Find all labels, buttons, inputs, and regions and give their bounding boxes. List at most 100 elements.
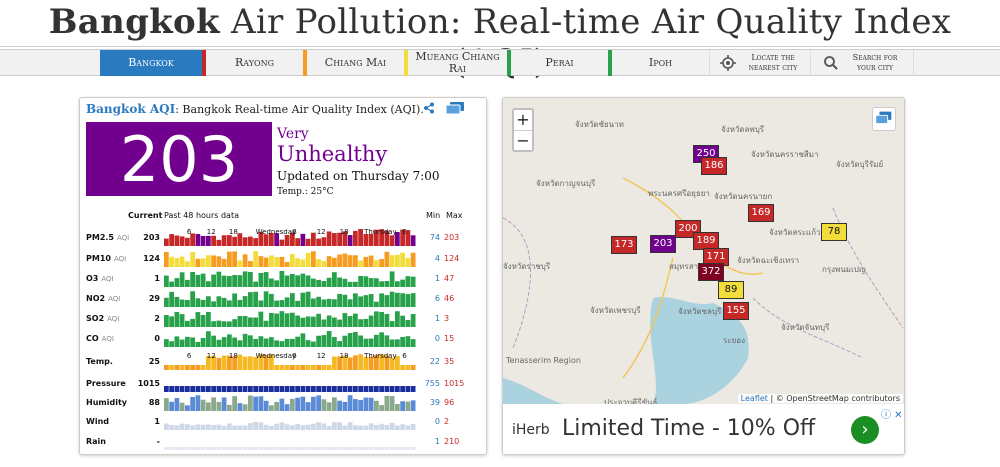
aqi-map-marker[interactable]: 186 bbox=[701, 157, 727, 175]
sparkline-bar bbox=[342, 278, 348, 287]
aqi-map-marker[interactable]: 203 bbox=[650, 235, 676, 253]
sparkline-bar bbox=[368, 315, 374, 327]
sparkline-bar bbox=[311, 447, 316, 450]
sparkline-bar bbox=[311, 298, 316, 307]
sparkline-bar bbox=[405, 294, 411, 307]
sparkline-bar bbox=[400, 279, 405, 287]
sparkline-bar bbox=[321, 335, 327, 347]
sparkline-bar bbox=[405, 401, 411, 411]
layers-icon[interactable] bbox=[872, 107, 896, 131]
sparkline-bar bbox=[195, 312, 201, 327]
share-icon[interactable] bbox=[423, 102, 435, 114]
sparkline-bar bbox=[169, 316, 174, 327]
sparkline-bar bbox=[400, 293, 405, 307]
sparkline-bar bbox=[284, 275, 290, 287]
col-min: Min bbox=[426, 211, 441, 220]
page-title-rest: Air Pollution: Real-time Air Quality Ind… bbox=[230, 2, 952, 82]
sparkline-bar bbox=[232, 396, 237, 411]
sparkline-bar bbox=[221, 297, 227, 307]
sparkline-bar bbox=[274, 447, 279, 450]
sparkline-bar bbox=[300, 396, 306, 411]
sparkline-bar bbox=[342, 294, 348, 307]
aqi-map-marker[interactable]: 372 bbox=[698, 263, 724, 281]
sparkline-bar bbox=[164, 447, 169, 450]
map-place-label: ประจวบคีรีขันธ์ bbox=[604, 398, 658, 407]
sparkline-bar bbox=[316, 395, 321, 411]
sparkline-bar bbox=[269, 233, 274, 246]
sparkline-bar bbox=[253, 357, 258, 370]
aqi-map-marker[interactable]: 78 bbox=[821, 223, 847, 241]
sparkline-bar bbox=[337, 232, 342, 246]
locate-nearest-city-button[interactable]: Locate the nearest city bbox=[710, 50, 811, 76]
sparkline-bar bbox=[358, 319, 363, 327]
nav-item-rayong[interactable]: Rayong bbox=[206, 50, 307, 76]
sparkline-bar bbox=[400, 424, 405, 430]
sparkline-bar bbox=[242, 447, 248, 450]
sparkline-bar bbox=[347, 281, 353, 287]
sparkline-bar bbox=[400, 229, 405, 246]
aqi-map-marker[interactable]: 89 bbox=[718, 281, 744, 299]
sparkline-bar bbox=[332, 317, 337, 327]
sparkline-bar bbox=[332, 397, 337, 411]
row-unit: AQI bbox=[101, 335, 114, 343]
sparkline-bar bbox=[290, 232, 295, 246]
nav-item-bangkok[interactable]: Bangkok bbox=[100, 50, 206, 76]
sparkline-bar bbox=[400, 252, 405, 267]
sparkline-bar bbox=[332, 356, 337, 370]
ad-go-button[interactable]: › bbox=[851, 416, 879, 444]
sparkline-bar bbox=[342, 335, 348, 347]
sparkline-bar bbox=[347, 357, 353, 370]
zoom-in-button[interactable]: + bbox=[516, 110, 530, 129]
aqi-map-marker[interactable]: 169 bbox=[748, 204, 774, 222]
sparkline-bar bbox=[363, 425, 369, 430]
ad-close-icon[interactable]: ⓘ ✕ bbox=[881, 410, 903, 421]
aqi-map-marker[interactable]: 155 bbox=[723, 302, 749, 320]
map-place-label: จังหวัดนครนายก bbox=[714, 192, 773, 201]
sparkline-bar bbox=[258, 256, 264, 267]
row-so2: SO2 AQI 2 1 3 bbox=[86, 309, 480, 329]
sparkline-bar bbox=[269, 386, 274, 392]
sparkline-bar bbox=[295, 275, 300, 287]
map[interactable]: + − จังหวัดชัยนาท จังหวัดลพบุรี จังหวัดนคร… bbox=[503, 98, 904, 407]
sparkline-bar bbox=[248, 292, 253, 307]
search-city-button[interactable]: Search for your city bbox=[811, 50, 914, 76]
sparkline-bar bbox=[347, 299, 353, 307]
time-axis-label: 6 bbox=[187, 229, 192, 236]
sparkline-bar bbox=[347, 447, 353, 450]
sparkline-bar bbox=[321, 261, 327, 267]
sparkline-bar bbox=[248, 271, 253, 287]
sparkline-bar bbox=[284, 338, 290, 347]
nav-item-perai[interactable]: Perai bbox=[511, 50, 612, 76]
sparkline-bar bbox=[200, 399, 206, 411]
nav-item-mueang-chiang-rai[interactable]: Mueang Chiang Rai bbox=[408, 50, 511, 76]
widget-icon[interactable] bbox=[446, 102, 464, 114]
sparkline-bar bbox=[232, 251, 237, 267]
nav-item-ipoh[interactable]: Ipoh bbox=[612, 50, 710, 76]
sparkline-bar bbox=[206, 331, 211, 347]
sparkline-bar bbox=[384, 424, 390, 430]
sparkline-bar bbox=[274, 365, 279, 370]
sparkline-bar bbox=[347, 422, 353, 430]
sparkline-bar bbox=[248, 395, 253, 411]
sparkline-bar bbox=[248, 236, 253, 246]
sparkline-bar bbox=[342, 401, 348, 411]
zoom-out-button[interactable]: − bbox=[514, 130, 532, 150]
sparkline-bar bbox=[337, 386, 342, 392]
ad-banner[interactable]: iHerb Limited Time - 10% Off › ⓘ ✕ bbox=[503, 404, 904, 454]
page-title: Bangkok Air Pollution: Real-time Air Qua… bbox=[0, 2, 1000, 82]
sparkline-bar bbox=[221, 235, 227, 246]
row-label-text: CO bbox=[86, 334, 99, 343]
sparkline-bar bbox=[227, 334, 232, 347]
sparkline-bar bbox=[274, 386, 279, 392]
leaflet-link[interactable]: Leaflet bbox=[740, 394, 768, 403]
col-current: Current bbox=[128, 211, 163, 220]
sparkline-bar bbox=[316, 365, 321, 370]
nav-item-chiang-mai[interactable]: Chiang Mai bbox=[307, 50, 408, 76]
time-axis-label: 6 bbox=[292, 229, 297, 236]
sparkline-bar bbox=[395, 447, 400, 450]
sparkline-bar bbox=[237, 233, 243, 246]
sparkline-bar bbox=[410, 386, 416, 392]
row-sparkline bbox=[164, 395, 416, 411]
sparkline-bar bbox=[353, 386, 358, 392]
aqi-map-marker[interactable]: 173 bbox=[611, 236, 637, 254]
